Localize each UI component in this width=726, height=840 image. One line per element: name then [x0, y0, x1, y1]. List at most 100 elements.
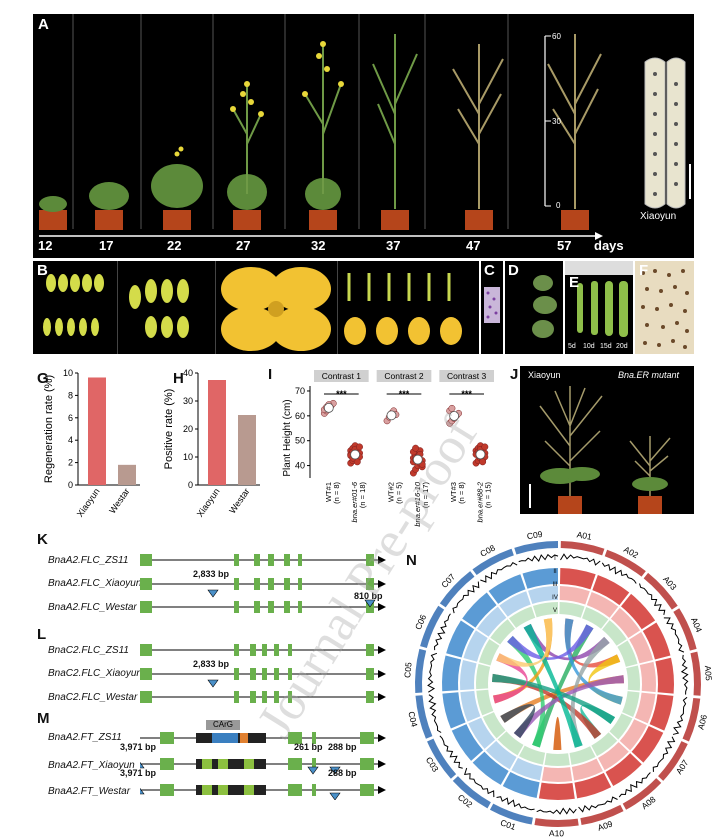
density-track — [680, 654, 689, 695]
y-tick-label: 60 — [295, 411, 305, 421]
chromosome-label: A04 — [689, 616, 704, 634]
chart-h: 0 10 20 30 40 Xiaoyun Westar Positive rate (%) — [163, 368, 260, 519]
heatmap-track — [497, 731, 524, 756]
day-label: 22 — [167, 238, 182, 253]
gene-label: BnaA2.FLC_ZS11 — [48, 555, 129, 566]
stage-label: 10d — [583, 343, 595, 350]
heatmap-track — [617, 640, 638, 667]
contrast-title: Contrast 1 — [322, 371, 361, 381]
gene-label: BnaA2.FT_Westar — [48, 786, 131, 797]
heatmap-track — [639, 661, 656, 693]
significance-label: *** — [461, 389, 472, 399]
y-tick-label: 10 — [63, 368, 73, 378]
pod-label: Xiaoyun — [640, 211, 677, 222]
heatmap-track — [559, 586, 590, 605]
y-tick-label: 0 — [68, 480, 73, 490]
synteny-link — [500, 704, 536, 739]
chromosome-ideogram — [420, 605, 445, 648]
heatmap-track — [602, 620, 627, 646]
y-tick-label: 4 — [68, 435, 73, 445]
heatmap-track — [478, 639, 500, 666]
bar — [118, 464, 136, 485]
heatmap-track — [451, 724, 484, 761]
bar — [238, 415, 256, 485]
density-track — [639, 583, 666, 615]
track-label: I — [554, 556, 556, 562]
synteny-link — [496, 618, 553, 667]
mean-marker — [386, 410, 397, 421]
heatmap-track — [591, 732, 618, 757]
ft-gene-models — [140, 732, 386, 800]
heatmap-track — [559, 602, 585, 618]
group-label: bna.er#16-10 — [413, 481, 422, 526]
day-label: 17 — [99, 238, 114, 253]
heatmap-track — [631, 725, 664, 763]
significance-label: *** — [399, 389, 410, 399]
chromosome-ideogram — [604, 549, 646, 577]
heatmap-track — [488, 574, 526, 604]
panel-c-photo — [481, 261, 503, 354]
flc-a2-gene-models — [140, 554, 386, 613]
group-label: bna.er#01-6 — [350, 481, 359, 522]
track-label: V — [553, 608, 557, 614]
chromosome-ideogram — [514, 541, 558, 555]
panel-d-photo — [505, 261, 563, 354]
x-tick-label: Westar — [107, 486, 131, 515]
chromosome-label: A09 — [596, 818, 614, 832]
chromosome-label: A06 — [696, 713, 710, 730]
heatmap-track — [442, 655, 462, 692]
chromosome-ideogram — [690, 651, 701, 696]
contrast-title: Contrast 3 — [447, 371, 486, 381]
density-track — [427, 652, 438, 693]
heatmap-track — [502, 771, 540, 799]
heatmap-track — [582, 606, 609, 629]
synteny-link — [492, 673, 616, 724]
plant-growth-series — [39, 14, 691, 240]
density-track — [652, 736, 676, 772]
panel-label-i: I — [268, 366, 273, 383]
heatmap-track — [499, 591, 531, 617]
xiaoyun-label: Xiaoyun — [528, 370, 561, 380]
synteny-link — [523, 623, 583, 748]
density-track — [663, 617, 685, 653]
gene-label: BnaA2.FT_ZS11 — [48, 732, 122, 743]
heatmap-track — [610, 607, 641, 639]
synteny-link — [493, 653, 528, 704]
chromosome-ideogram — [560, 541, 605, 556]
panel-f-photo — [635, 261, 694, 354]
chromosome-ideogram — [643, 572, 678, 610]
bar — [88, 377, 106, 485]
insertion-label: 3,971 bp — [120, 768, 157, 778]
panel-j-photo — [520, 366, 694, 514]
group-n-label: (n = 18) — [358, 482, 367, 509]
density-track — [518, 553, 559, 563]
circos-plot: A01A02A03A04A05A06A07A08A09A10C01C02C03C… — [404, 530, 712, 838]
synteny-link — [553, 716, 562, 750]
stage-label: 15d — [600, 343, 612, 350]
contrast-header — [314, 370, 369, 382]
gene-label: BnaA2.FLC_Westar — [48, 602, 137, 613]
insertion-label: 2,833 bp — [193, 569, 230, 579]
track-label: II — [553, 569, 557, 575]
stage-label: 20d — [616, 343, 628, 350]
heatmap-track — [468, 717, 496, 749]
mean-marker — [412, 454, 423, 465]
heatmap-track — [508, 606, 536, 628]
y-axis-label: Positive rate (%) — [163, 389, 175, 470]
chromosome-label: C01 — [499, 817, 517, 832]
heatmap-track — [569, 746, 596, 765]
ruler-tick: 60 — [552, 32, 561, 41]
ruler-tick: 0 — [556, 201, 561, 210]
x-tick-label: Westar — [227, 486, 251, 515]
insertion-label: 810 bp — [354, 591, 383, 601]
y-axis-label: Regeneration rate (%) — [43, 375, 55, 483]
data-point — [356, 443, 363, 451]
gene-label: BnaA2.FT_Xiaoyun — [48, 760, 135, 771]
insertion-label: 2,833 bp — [193, 659, 230, 669]
heatmap-track — [622, 691, 640, 717]
panel-label-h: H — [173, 370, 184, 387]
mean-marker — [449, 411, 460, 421]
data-point — [479, 458, 487, 466]
y-tick-label: 6 — [68, 413, 73, 423]
